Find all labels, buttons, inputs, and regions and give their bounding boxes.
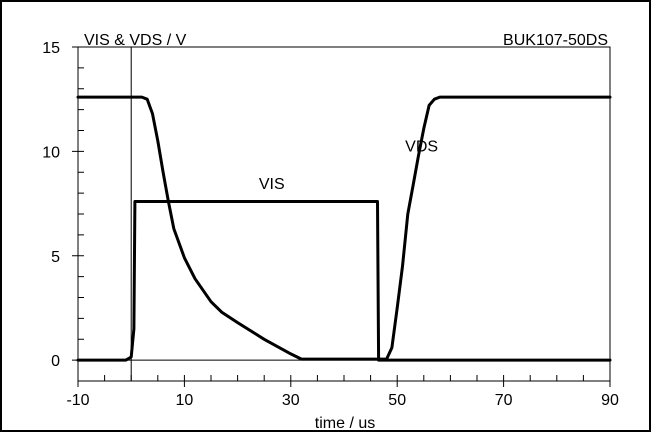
y-tick-label: 0 <box>51 353 60 370</box>
series-line-vds <box>76 95 612 361</box>
x-axis-label: time / us <box>315 415 375 432</box>
x-tick-label: 10 <box>176 392 194 409</box>
part-number-label: BUK107-50DS <box>503 32 608 49</box>
x-tick-label: 30 <box>282 392 300 409</box>
x-tick-label: 70 <box>495 392 513 409</box>
series-line-vis <box>76 200 612 362</box>
x-tick-label: -10 <box>66 392 89 409</box>
series-label-vds: VDS <box>405 138 438 155</box>
x-tick-label: 50 <box>388 392 406 409</box>
series-label-vis: VIS <box>259 176 285 193</box>
y-tick-label: 10 <box>42 144 60 161</box>
y-tick-label: 5 <box>51 249 60 266</box>
x-tick-label: 90 <box>601 392 619 409</box>
y-axis-label: VIS & VDS / V <box>84 32 187 49</box>
series-layer: VDS VIS <box>76 95 612 362</box>
y-tick-label: 15 <box>42 40 60 57</box>
